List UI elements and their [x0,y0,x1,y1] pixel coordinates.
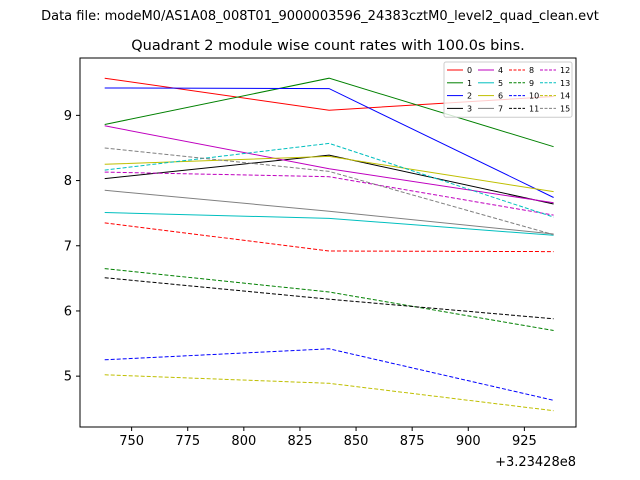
legend-label-8: 8 [529,66,534,75]
y-tick-label: 9 [64,109,72,124]
legend-label-7: 7 [498,104,503,113]
x-tick-label: 900 [456,434,481,449]
legend-label-0: 0 [467,66,472,75]
series-line-4 [104,125,554,204]
x-offset-label: +3.23428e8 [495,455,576,470]
series-line-15 [104,147,554,236]
series-line-8 [104,222,554,253]
legend-label-15: 15 [560,104,570,113]
series-line-10 [104,348,554,401]
legend-label-9: 9 [529,79,534,88]
legend-label-6: 6 [498,92,503,101]
x-tick-label: 925 [512,434,537,449]
x-tick-label: 875 [400,434,425,449]
series-line-2 [104,87,554,198]
series-line-11 [104,277,554,320]
x-tick-label: 775 [175,434,200,449]
legend-box [443,61,573,118]
x-tick-label: 800 [231,434,256,449]
legend-label-4: 4 [498,66,503,75]
series-line-7 [104,189,554,235]
x-tick-label: 750 [119,434,144,449]
x-tick-label: 825 [288,434,313,449]
series-line-13 [104,142,554,218]
series-line-3 [104,154,554,205]
chart-title: Quadrant 2 module wise count rates with … [131,38,525,54]
series-lines [104,77,554,412]
legend-label-2: 2 [467,92,472,101]
series-line-12 [104,171,554,216]
y-tick-label: 7 [64,239,72,254]
series-line-9 [104,268,554,331]
legend-label-12: 12 [560,66,570,75]
x-tick-label: 850 [344,434,369,449]
figure-suptitle: Data file: modeM0/AS1A08_008T01_90000035… [41,9,599,24]
y-tick-label: 8 [64,174,72,189]
legend-label-3: 3 [467,104,472,113]
y-axis: 5 6 7 8 9 [64,109,80,385]
legend-label-11: 11 [529,104,539,113]
legend-label-10: 10 [529,92,539,101]
legend-label-1: 1 [467,79,472,88]
series-line-5 [104,212,554,236]
series-line-14 [104,374,554,412]
legend-label-13: 13 [560,79,570,88]
x-axis: 750 775 800 825 850 875 900 925 [119,427,537,449]
plot-frame [79,57,577,428]
series-line-1 [104,77,554,148]
legend-label-5: 5 [498,79,503,88]
legend-label-14: 14 [560,92,570,101]
y-tick-label: 6 [64,304,72,319]
y-tick-label: 5 [64,370,72,385]
